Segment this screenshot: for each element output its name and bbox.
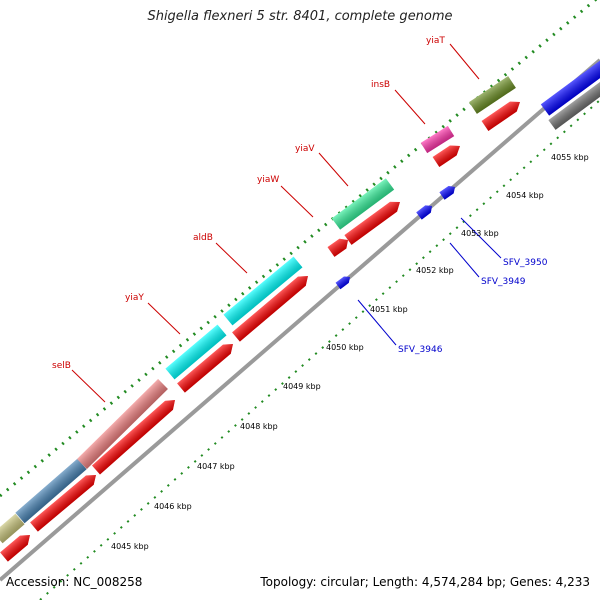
cds-1 xyxy=(0,534,31,562)
gene-label-insB: insB xyxy=(371,80,390,90)
cds-9 xyxy=(481,101,521,131)
tick-label-4045: 4045 kbp xyxy=(111,542,149,551)
genome-summary-text: Topology: circular; Length: 4,574,284 bp… xyxy=(260,575,590,589)
gene-label-SFV_3946: SFV_3946 xyxy=(398,345,443,355)
gene-label-SFV_3949: SFV_3949 xyxy=(481,277,526,287)
feature-steelblue xyxy=(15,458,87,524)
cds-6 xyxy=(327,238,349,257)
tick-label-4050: 4050 kbp xyxy=(326,343,364,352)
cds-5 xyxy=(232,276,309,342)
genome-backbone xyxy=(0,58,600,582)
leader-SFV_3946 xyxy=(357,299,397,346)
gene-label-yiaW: yiaW xyxy=(257,175,279,185)
inner-tick-track xyxy=(39,99,600,600)
tick-label-4055: 4055 kbp xyxy=(551,153,589,162)
feature-insB xyxy=(420,125,455,154)
leader-selB xyxy=(71,369,106,403)
cds-2 xyxy=(30,474,97,532)
accession-text: Accession: NC_008258 xyxy=(6,575,143,589)
feature-gray-right xyxy=(548,77,600,130)
leader-yiaY xyxy=(147,302,181,335)
leader-insB xyxy=(394,89,426,125)
gene-SFV_3946 xyxy=(335,276,351,290)
leader-SFV_3950 xyxy=(460,217,502,259)
gene-label-selB: selB xyxy=(52,361,71,371)
cds-4 xyxy=(177,343,234,393)
feature-blue-right xyxy=(540,56,600,116)
tick-label-4047: 4047 kbp xyxy=(197,462,235,471)
gene-label-yiaY: yiaY xyxy=(125,293,144,303)
gene-label-aldB: aldB xyxy=(193,233,213,243)
tick-label-4051: 4051 kbp xyxy=(370,305,408,314)
gene-SFV_3950 xyxy=(439,186,455,200)
cds-3 xyxy=(92,400,175,475)
leader-aldB xyxy=(215,242,248,274)
feature-yiaV xyxy=(331,178,395,230)
map-title: Shigella flexneri 5 str. 8401, complete … xyxy=(147,9,453,24)
outer-tick-track xyxy=(0,0,598,498)
feature-selB xyxy=(77,379,168,469)
gene-label-yiaV: yiaV xyxy=(295,144,315,154)
feature-yiaY xyxy=(165,324,227,380)
feature-yiaT xyxy=(469,76,516,114)
feature-olive xyxy=(0,513,25,544)
leader-SFV_3949 xyxy=(449,242,480,278)
tick-label-4048: 4048 kbp xyxy=(240,422,278,431)
leader-yiaT xyxy=(449,43,480,80)
tick-label-4052: 4052 kbp xyxy=(416,266,454,275)
cds-8 xyxy=(432,145,460,167)
cds-7 xyxy=(344,201,401,245)
tick-label-4053: 4053 kbp xyxy=(461,229,499,238)
gene-label-yiaT: yiaT xyxy=(426,36,445,46)
tick-label-4046: 4046 kbp xyxy=(154,502,192,511)
tick-label-4054: 4054 kbp xyxy=(506,191,544,200)
leader-yiaW xyxy=(280,185,314,218)
feature-aldB xyxy=(223,256,303,326)
tick-label-4049: 4049 kbp xyxy=(283,382,321,391)
gene-label-SFV_3950: SFV_3950 xyxy=(503,258,548,268)
gene-SFV_3949 xyxy=(416,205,433,220)
leader-yiaV xyxy=(318,152,349,187)
